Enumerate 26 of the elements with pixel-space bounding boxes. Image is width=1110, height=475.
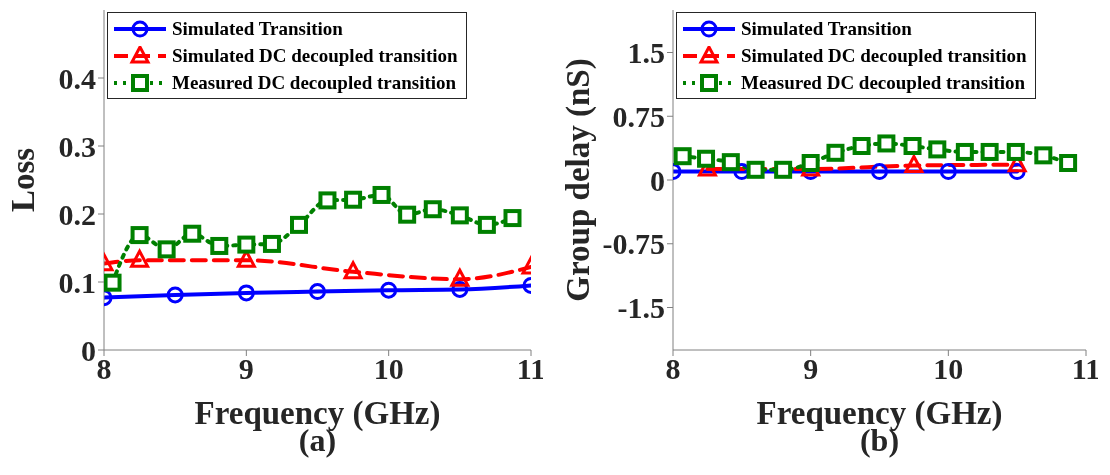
- y-tick-label: 0.3: [58, 129, 96, 163]
- y-tick-label: 0.1: [58, 265, 96, 299]
- y-tick-label: 1.5: [627, 36, 665, 70]
- y-tick-label: -1.5: [617, 291, 665, 325]
- x-tick-label: 8: [96, 352, 112, 386]
- y-tick-label: 0.4: [58, 61, 96, 95]
- x-tick-label: 11: [516, 352, 546, 386]
- x-tick-label: 9: [803, 352, 819, 386]
- legend-label: Measured DC decoupled transition: [741, 71, 1026, 94]
- y-tick-label: 0.2: [58, 197, 96, 231]
- y-tick-label: 0: [650, 163, 665, 197]
- x-tick-label: 10: [933, 352, 964, 386]
- legend-label: Simulated Transition: [172, 17, 343, 40]
- x-tick-label: 11: [1071, 352, 1101, 386]
- y-tick-label: 0: [81, 333, 96, 367]
- y-axis-title: Loss: [4, 147, 41, 213]
- legend-label: Simulated DC decoupled transition: [741, 44, 1027, 67]
- x-tick-label: 9: [238, 352, 254, 386]
- legend-label: Simulated DC decoupled transition: [172, 44, 458, 67]
- legend-label: Simulated Transition: [741, 17, 912, 40]
- x-tick-label: 10: [373, 352, 404, 386]
- legend-label: Measured DC decoupled transition: [172, 71, 457, 94]
- y-tick-label: 0.75: [612, 99, 665, 133]
- y-tick-label: -0.75: [602, 227, 665, 261]
- x-tick-label: 8: [665, 352, 681, 386]
- y-axis-title: Group delay (nS): [559, 58, 597, 302]
